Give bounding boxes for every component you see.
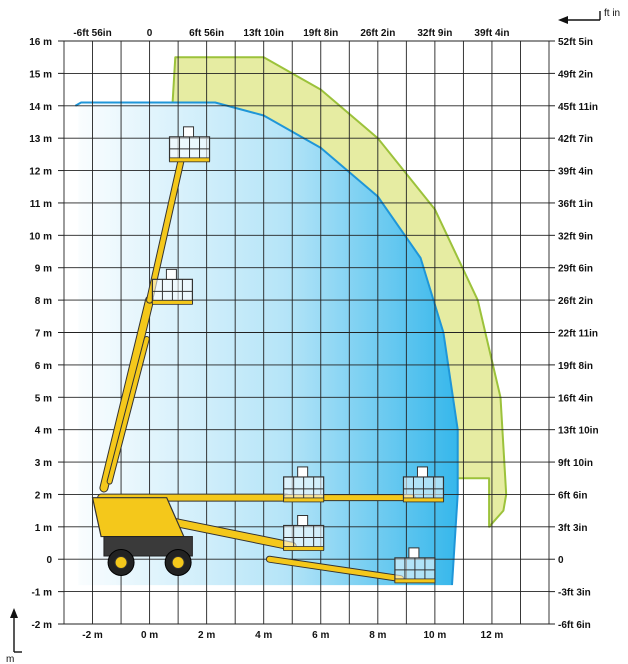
basket-horizontal-near	[283, 466, 325, 503]
left-tick-label: 15 m	[29, 69, 52, 80]
right-tick-label: 22ft 11in	[558, 329, 598, 340]
left-tick-label: 12 m	[29, 167, 52, 178]
bottom-tick-label: 6 m	[312, 630, 329, 641]
left-axis-ticks: 16 m 15 m 14 m 13 m 12 m 11 m 10 m 9 m 8 m 7 m 6 m…	[29, 37, 52, 631]
left-tick-label: 4 m	[35, 426, 52, 437]
right-tick-label: 45ft 11in	[558, 102, 598, 113]
left-tick-label: 1 m	[35, 523, 52, 534]
top-axis-ticks: -6ft 56in 0 6ft 56in 13ft 10in 19ft 8in 26ft …	[73, 28, 509, 39]
right-tick-label: 9ft 10in	[558, 458, 593, 469]
left-tick-label: 3 m	[35, 458, 52, 469]
left-tick-label: -2 m	[31, 620, 52, 631]
bottom-tick-label: 10 m	[423, 630, 446, 641]
right-tick-label: 26ft 2in	[558, 296, 593, 307]
left-tick-label: 13 m	[29, 134, 52, 145]
left-unit-label: m	[6, 654, 14, 664]
up-arrowhead-icon	[10, 608, 18, 618]
right-tick-label: 19ft 8in	[558, 361, 593, 372]
bottom-axis-ticks: -2 m 0 m 2 m 4 m 6 m 8 m 10 m 12 m	[82, 630, 503, 641]
secondary-boom-raised	[107, 336, 149, 484]
top-tick-label: 39ft 4in	[474, 28, 509, 39]
right-tick-label: 36ft 1in	[558, 199, 593, 210]
left-tick-label: 14 m	[29, 102, 52, 113]
right-tick-label: 49ft 2in	[558, 69, 593, 80]
right-tick-label: -3ft 3in	[558, 588, 591, 599]
left-tick-label: 8 m	[35, 296, 52, 307]
aerial-lift-machine	[91, 126, 445, 584]
basket-raised-top	[168, 126, 211, 163]
top-unit-label: ft in	[604, 8, 620, 19]
left-tick-label: 7 m	[35, 329, 52, 340]
left-tick-label: 9 m	[35, 264, 52, 275]
bottom-tick-label: 2 m	[198, 630, 215, 641]
bottom-tick-label: -2 m	[82, 630, 103, 641]
right-tick-label: 32ft 9in	[558, 231, 593, 242]
right-tick-label: -6ft 6in	[558, 620, 591, 631]
left-tick-label: 16 m	[29, 37, 52, 48]
right-tick-label: 29ft 6in	[558, 264, 593, 275]
ft-in-unit-indicator: ft in	[558, 8, 620, 24]
right-tick-label: 42ft 7in	[558, 134, 593, 145]
left-tick-label: 0	[46, 555, 52, 566]
right-tick-label: 0	[558, 555, 564, 566]
basket-lowered-far	[394, 547, 436, 584]
top-tick-label: -6ft 56in	[73, 28, 111, 39]
right-tick-label: 13ft 10in	[558, 426, 599, 437]
top-tick-label: 26ft 2in	[360, 28, 395, 39]
left-tick-label: 6 m	[35, 361, 52, 372]
right-tick-label: 16ft 4in	[558, 393, 593, 404]
right-tick-label: 39ft 4in	[558, 167, 593, 178]
bottom-tick-label: 0 m	[141, 630, 158, 641]
jib-raised	[147, 158, 184, 303]
basket-lowered-near	[283, 515, 325, 551]
right-tick-label: 6ft 6in	[558, 490, 587, 501]
top-tick-label: 6ft 56in	[189, 28, 224, 39]
bottom-tick-label: 8 m	[369, 630, 386, 641]
right-axis-ticks: 52ft 5in 49ft 2in 45ft 11in 42ft 7in 39ft 4i…	[558, 37, 599, 631]
working-envelopes	[74, 56, 508, 586]
top-tick-label: 32ft 9in	[417, 28, 452, 39]
main-boom-raised	[100, 296, 154, 492]
jib-down	[266, 556, 404, 582]
top-tick-label: 13ft 10in	[243, 28, 284, 39]
top-tick-label: 19ft 8in	[303, 28, 338, 39]
basket-horizontal-far	[402, 466, 445, 503]
left-tick-label: 5 m	[35, 393, 52, 404]
left-tick-label: 10 m	[29, 231, 52, 242]
inner-envelope	[75, 102, 458, 586]
wheel-hub-icon	[114, 555, 128, 569]
top-tick-label: 0	[147, 28, 153, 39]
m-unit-indicator: m	[6, 608, 22, 664]
left-tick-label: 2 m	[35, 490, 52, 501]
bottom-tick-label: 12 m	[481, 630, 504, 641]
left-tick-label: 11 m	[30, 199, 52, 210]
right-tick-label: 3ft 3in	[558, 523, 587, 534]
right-tick-label: 52ft 5in	[558, 37, 593, 48]
left-tick-label: -1 m	[31, 588, 52, 599]
left-arrowhead-icon	[558, 16, 568, 24]
wheel-hub-icon	[171, 555, 185, 569]
basket-raised-mid	[151, 268, 194, 305]
bottom-tick-label: 4 m	[255, 630, 272, 641]
